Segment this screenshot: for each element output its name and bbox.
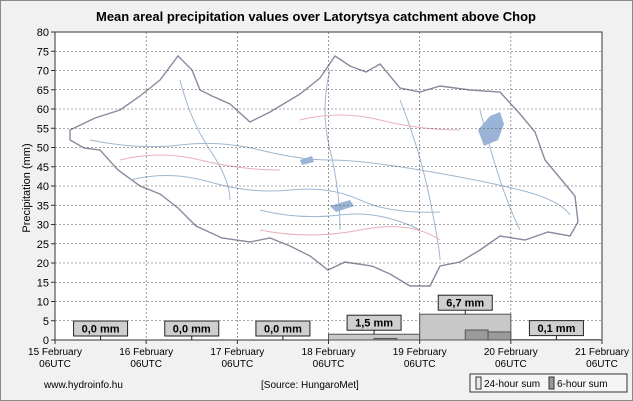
y-tick-label: 50 xyxy=(37,143,49,155)
y-tick-label: 5 xyxy=(43,316,49,328)
legend-swatch-24h xyxy=(475,376,482,390)
website-text: www.hydroinfo.hu xyxy=(43,380,123,391)
x-tick-time: 06UTC xyxy=(495,359,527,370)
bar-6h xyxy=(373,337,398,341)
data-labels: 0,0 mm 0,0 mm 0,0 mm 1,5 mm 6,7 mm 0,1 mm xyxy=(73,294,584,340)
x-tick-date: 21 February xyxy=(575,347,629,358)
y-tick-label: 65 xyxy=(37,85,49,97)
data-label: 1,5 mm xyxy=(355,318,393,330)
gridlines xyxy=(55,32,602,340)
data-label: 0,0 mm xyxy=(82,324,120,336)
x-tick-time: 06UTC xyxy=(130,359,162,370)
y-axis-ticks: 0 5 10 15 20 25 30 35 40 45 50 55 60 65 70 75 80 xyxy=(37,27,55,347)
y-tick-label: 70 xyxy=(37,66,49,78)
legend-label-24h: 24-hour sum xyxy=(484,379,540,390)
x-tick-date: 19 February xyxy=(393,347,447,358)
legend-label-6h: 6-hour sum xyxy=(557,379,608,390)
y-tick-label: 55 xyxy=(37,123,49,135)
y-tick-label: 80 xyxy=(37,27,49,39)
y-tick-label: 10 xyxy=(37,297,49,309)
x-tick-date: 17 February xyxy=(210,347,264,358)
source-text: [Source: HungaroMet] xyxy=(261,380,359,391)
y-tick-label: 75 xyxy=(37,46,49,58)
legend-swatch-6h xyxy=(548,376,555,390)
x-tick-time: 06UTC xyxy=(221,359,253,370)
bar-6h xyxy=(487,331,512,341)
y-tick-label: 25 xyxy=(37,239,49,251)
x-tick-time: 06UTC xyxy=(404,359,436,370)
data-label: 0,0 mm xyxy=(264,324,302,336)
data-label: 0,0 mm xyxy=(173,324,211,336)
chart-title: Mean areal precipitation values over Lat… xyxy=(96,9,536,24)
x-tick-time: 06UTC xyxy=(586,359,618,370)
legend: 24-hour sum 6-hour sum xyxy=(469,373,628,393)
y-tick-label: 0 xyxy=(43,335,49,347)
data-label: 6,7 mm xyxy=(446,298,484,310)
y-axis-label: Precipitation (mm) xyxy=(21,143,33,232)
x-tick-time: 06UTC xyxy=(39,359,71,370)
y-tick-label: 40 xyxy=(37,181,49,193)
y-tick-label: 15 xyxy=(37,277,49,289)
y-tick-label: 35 xyxy=(37,200,49,212)
y-tick-label: 20 xyxy=(37,258,49,270)
y-tick-label: 30 xyxy=(37,220,49,232)
x-tick-date: 18 February xyxy=(302,347,356,358)
x-tick-date: 15 February xyxy=(28,347,82,358)
x-tick-date: 16 February xyxy=(119,347,173,358)
y-tick-label: 60 xyxy=(37,104,49,116)
bar-6h xyxy=(464,329,489,341)
data-label: 0,1 mm xyxy=(537,323,575,335)
y-tick-label: 45 xyxy=(37,162,49,174)
x-tick-time: 06UTC xyxy=(313,359,345,370)
catchment-map-image xyxy=(69,54,579,287)
x-tick-date: 20 February xyxy=(484,347,538,358)
